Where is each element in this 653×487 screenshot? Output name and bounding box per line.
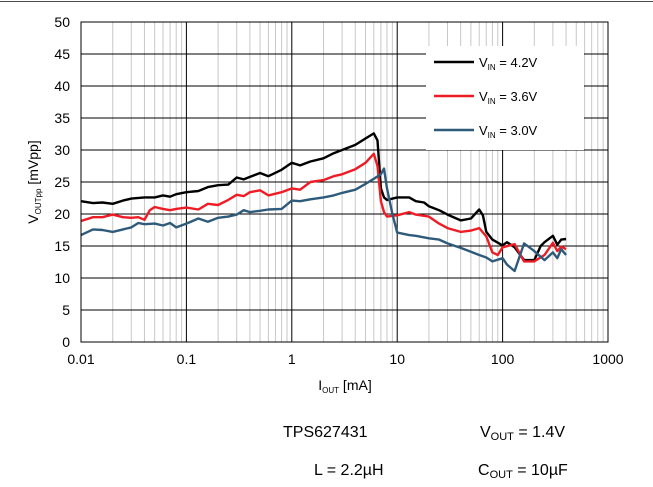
plot-area-frame: [80, 21, 609, 343]
y-tick-label: 0: [62, 334, 70, 350]
vout-sub: OUT: [490, 431, 514, 443]
series-line: [80, 132, 567, 262]
y-tick-label: 5: [62, 302, 70, 318]
x-tick-label: 100: [491, 351, 515, 367]
cout-sub: OUT: [489, 469, 513, 481]
x-tick-labels: 0.01 0.1 1 10 100 1000: [67, 351, 623, 367]
vout-main: V: [480, 424, 491, 441]
x-tick-label: 1000: [592, 351, 623, 367]
device-label: TPS627431: [283, 424, 368, 441]
inductor-label: L = 2.2µH: [314, 462, 384, 479]
vout-label: VOUT = 1.4V: [480, 424, 565, 443]
y-tick-labels: 0 5 10 15 20 25 30 35 40 45 50: [54, 14, 70, 350]
y-tick-label: 40: [54, 78, 70, 94]
x-axis-label-main: I: [318, 377, 322, 393]
x-axis-label: IOUT [mA]: [318, 377, 371, 395]
y-tick-label: 20: [54, 206, 70, 222]
ripple-chart: VIN = 4.2V VIN = 3.6V VIN = 3.0V 0.01 0.1 1 1…: [0, 1, 653, 395]
y-tick-label: 15: [54, 238, 70, 254]
cout-rest: = 10µF: [512, 462, 568, 479]
legend-label: VIN = 4.2V: [479, 55, 538, 72]
x-tick-label: 10: [389, 351, 405, 367]
y-tick-label: 35: [54, 110, 70, 126]
legend: VIN = 4.2V VIN = 3.6V VIN = 3.0V: [426, 46, 584, 150]
vout-rest: = 1.4V: [513, 424, 566, 441]
series-line: [80, 167, 568, 273]
x-axis-label-rest: [mA]: [339, 377, 372, 393]
y-tick-label: 45: [54, 46, 70, 62]
x-axis-label-sub: OUT: [322, 386, 339, 395]
x-tick-label: 0.1: [177, 351, 197, 367]
legend-label: VIN = 3.0V: [479, 123, 538, 140]
legend-label: VIN = 3.6V: [479, 89, 538, 106]
y-axis-label-sub: OUTpp: [34, 188, 43, 214]
y-axis-label-main: V: [25, 214, 41, 224]
y-axis-label: VOUTpp [mVpp]: [25, 140, 43, 223]
cout-label: COUT = 10µF: [478, 462, 568, 481]
cout-main: C: [478, 462, 490, 479]
y-tick-label: 50: [54, 14, 70, 30]
y-tick-label: 25: [54, 174, 70, 190]
y-axis-label-rest: [mVpp]: [25, 140, 41, 188]
x-tick-label: 1: [288, 351, 296, 367]
x-tick-label: 0.01: [67, 351, 94, 367]
series-line: [80, 152, 567, 263]
series-lines: [80, 132, 568, 273]
y-tick-label: 10: [54, 270, 70, 286]
legend-box: [426, 46, 584, 150]
y-tick-label: 30: [54, 142, 70, 158]
